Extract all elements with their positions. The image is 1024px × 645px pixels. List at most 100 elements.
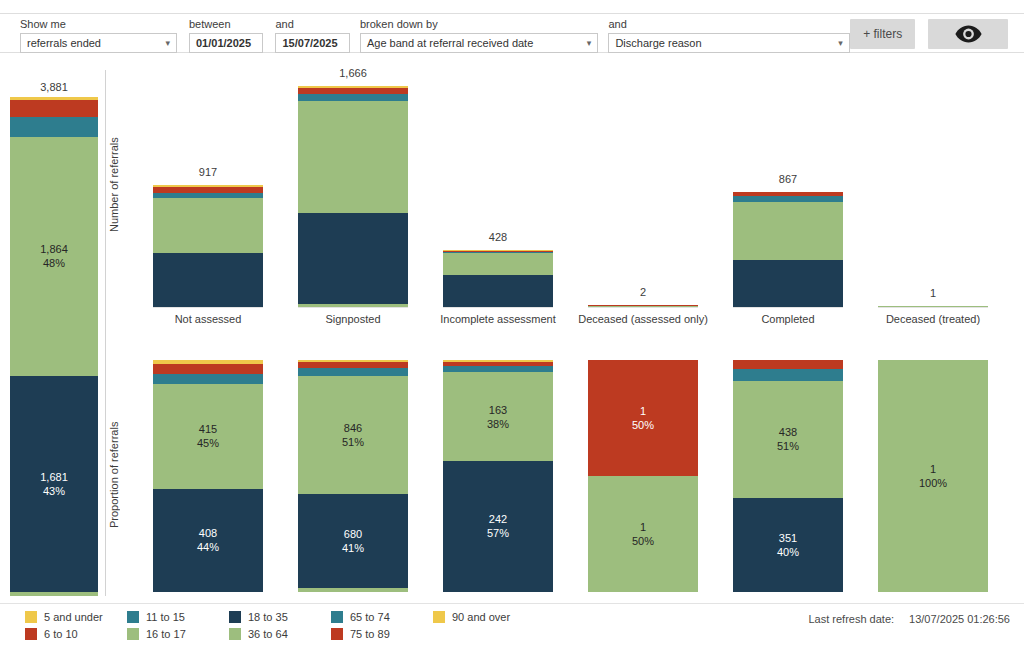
- bar-segment-75-to-89[interactable]: [153, 187, 263, 192]
- bar-segment-75-to-89[interactable]: [588, 305, 698, 306]
- bar-segment-36-to-64[interactable]: 16338%: [443, 372, 553, 460]
- bar-segment-65-to-74[interactable]: [443, 366, 553, 373]
- bar-segment-18-to-35[interactable]: 68041%: [298, 494, 408, 589]
- legend-item-6-to-10[interactable]: 6 to 10: [25, 628, 127, 640]
- bar-segment-18-to-35[interactable]: [443, 275, 553, 307]
- legend-label: 36 to 64: [248, 628, 288, 640]
- visibility-eye-icon: [955, 25, 982, 43]
- bar-segment-18-to-35[interactable]: 40844%: [153, 489, 263, 592]
- bar-segment-75-to-89[interactable]: 150%: [588, 360, 698, 476]
- legend-column: 65 to 74 75 to 89: [331, 611, 433, 640]
- legend-item-16-to-17[interactable]: 16 to 17: [127, 628, 229, 640]
- show-me-select[interactable]: referrals ended ▾: [20, 33, 177, 53]
- legend-column: 90 and over: [433, 611, 535, 640]
- bar-segment-75-to-89[interactable]: [733, 192, 843, 196]
- bar-segment-36-to-64[interactable]: 1,86448%: [10, 137, 98, 377]
- count-bar-Not-assessed: 917: [153, 64, 263, 308]
- bar-segment-65-to-74[interactable]: [443, 252, 553, 254]
- bar-segment-75-to-89[interactable]: [443, 251, 553, 252]
- legend-item-18-to-35[interactable]: 18 to 35: [229, 611, 331, 623]
- and-date-label: and: [275, 18, 350, 30]
- last-refresh-value: 13/07/2025 01:26:56: [909, 613, 1010, 625]
- bar-segment-18-to-35[interactable]: [733, 260, 843, 307]
- legend-item-36-to-64[interactable]: 36 to 64: [229, 628, 331, 640]
- chevron-down-icon: ▾: [587, 38, 592, 48]
- bar-segment-90-and-over[interactable]: [153, 360, 263, 364]
- show-me-label: Show me: [20, 18, 177, 30]
- bar-segment-65-to-74[interactable]: [298, 368, 408, 376]
- bar-segment-75-to-89[interactable]: [733, 360, 843, 369]
- bar-segment-18-to-35[interactable]: 24257%: [443, 461, 553, 592]
- start-date-value: 01/01/2025: [196, 37, 251, 49]
- legend-item-65-to-74[interactable]: 65 to 74: [331, 611, 433, 623]
- bar-segment-75-to-89[interactable]: [10, 100, 98, 117]
- bar-segment-36-to-64[interactable]: [298, 101, 408, 213]
- show-me-value: referrals ended: [27, 37, 101, 49]
- bar-segment-75-to-89[interactable]: [298, 88, 408, 94]
- bar-segment-36-to-64[interactable]: [588, 306, 698, 307]
- bar-segment-65-to-74[interactable]: [153, 374, 263, 384]
- bar-segment-36-to-64[interactable]: 43851%: [733, 381, 843, 498]
- end-date-input[interactable]: 15/07/2025: [275, 33, 350, 53]
- legend-swatch: [127, 628, 139, 640]
- bar-segment-36-to-64[interactable]: [443, 253, 553, 275]
- count-bar-Deceased-(treated): 1: [878, 64, 988, 308]
- bar-segment-65-to-74[interactable]: [298, 94, 408, 101]
- bar-segment-18-to-35[interactable]: [298, 213, 408, 303]
- breakdown-select[interactable]: Age band at referral received date ▾: [360, 33, 598, 53]
- bar-segment-65-to-74[interactable]: [153, 193, 263, 198]
- bar-segment-90-and-over[interactable]: [153, 185, 263, 187]
- bar-segment-36-to-64[interactable]: [153, 198, 263, 253]
- legend-label: 65 to 74: [350, 611, 390, 623]
- grand-total-column: 3,881 1,68143%1,86448%: [10, 80, 98, 596]
- end-date-group: and 15/07/2025: [275, 18, 350, 53]
- category-label: Deceased (treated): [878, 313, 988, 325]
- bar-segment-90-and-over[interactable]: [443, 360, 553, 362]
- legend-swatch: [127, 611, 139, 623]
- bar-segment-36-to-64[interactable]: 1100%: [878, 360, 988, 592]
- bar-segment-36-to-64[interactable]: 150%: [588, 476, 698, 592]
- bar-segment-36-to-64[interactable]: 84651%: [298, 376, 408, 494]
- bar-segment-65-to-74[interactable]: [10, 117, 98, 137]
- bar-segment-65-to-74[interactable]: [733, 369, 843, 381]
- bar-segment-36-to-64[interactable]: [733, 202, 843, 260]
- chevron-down-icon: ▾: [838, 38, 843, 48]
- bar-segment-16-to-17[interactable]: [10, 592, 98, 596]
- add-filters-button[interactable]: + filters: [850, 19, 916, 49]
- bar-total-label: 1: [878, 286, 988, 300]
- count-bar-Incomplete-assessment: 428: [443, 64, 553, 308]
- bar-total-label: 867: [733, 172, 843, 186]
- legend-item-5-and-under[interactable]: 5 and under: [25, 611, 127, 623]
- visibility-button[interactable]: [928, 19, 1008, 49]
- bar-segment-18-to-35[interactable]: [153, 253, 263, 307]
- bar-segment-16-to-17[interactable]: [298, 304, 408, 307]
- segment-label: 41545%: [197, 422, 219, 450]
- second-breakdown-value: Discharge reason: [615, 37, 701, 49]
- bar-segment-75-to-89[interactable]: [443, 362, 553, 366]
- legend-item-75-to-89[interactable]: 75 to 89: [331, 628, 433, 640]
- bar-segment-90-and-over[interactable]: [298, 360, 408, 362]
- start-date-input[interactable]: 01/01/2025: [189, 33, 264, 53]
- segment-label: 1,68143%: [40, 470, 68, 498]
- legend-item-11-to-15[interactable]: 11 to 15: [127, 611, 229, 623]
- bar-segment-18-to-35[interactable]: 35140%: [733, 498, 843, 592]
- bar-segment-90-and-over[interactable]: [10, 97, 98, 100]
- legend-label: 11 to 15: [146, 611, 185, 623]
- bar-segment-65-to-74[interactable]: [733, 196, 843, 202]
- bar-segment-18-to-35[interactable]: 1,68143%: [10, 376, 98, 592]
- bar-segment-36-to-64[interactable]: 41545%: [153, 384, 263, 489]
- segment-label: 1,86448%: [40, 242, 68, 270]
- bar-segment-90-and-over[interactable]: [298, 86, 408, 88]
- count-bar-Signposted: 1,666: [298, 64, 408, 308]
- bar-segment-90-and-over[interactable]: [443, 250, 553, 251]
- legend-item-90-and-over[interactable]: 90 and over: [433, 611, 535, 623]
- bar-segment-75-to-89[interactable]: [153, 364, 263, 374]
- bar-segment-36-to-64[interactable]: [878, 306, 988, 307]
- add-filters-label: + filters: [863, 27, 902, 41]
- bar-segment-16-to-17[interactable]: [298, 588, 408, 592]
- and-breakdown-label: and: [608, 18, 849, 30]
- bar-total-label: 1,666: [298, 66, 408, 80]
- bar-segment-75-to-89[interactable]: [298, 362, 408, 368]
- legend-label: 6 to 10: [44, 628, 78, 640]
- second-breakdown-select[interactable]: Discharge reason ▾: [608, 33, 849, 53]
